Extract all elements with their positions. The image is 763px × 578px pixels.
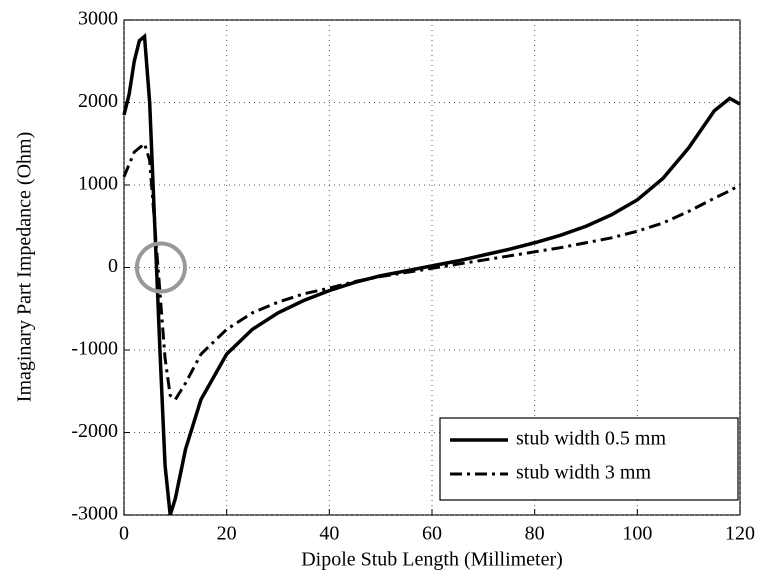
y-tick-label: -2000 bbox=[71, 420, 118, 442]
x-tick-label: 40 bbox=[319, 523, 339, 545]
x-tick-label: 100 bbox=[622, 523, 652, 545]
y-tick-label: 2000 bbox=[78, 90, 118, 112]
x-tick-label: 20 bbox=[217, 523, 237, 545]
legend-box bbox=[439, 417, 739, 501]
x-tick-label: 120 bbox=[725, 523, 755, 545]
x-tick-label: 60 bbox=[422, 523, 442, 545]
y-tick-label: -3000 bbox=[71, 503, 118, 525]
x-tick-label: 80 bbox=[525, 523, 545, 545]
y-tick-label: -1000 bbox=[71, 338, 118, 360]
highlight-circle bbox=[134, 241, 187, 294]
x-tick-label: 0 bbox=[119, 523, 129, 545]
y-tick-label: 3000 bbox=[78, 8, 118, 30]
y-tick-label: 0 bbox=[108, 255, 118, 277]
x-axis-label: Dipole Stub Length (Millimeter) bbox=[301, 549, 563, 571]
y-axis-label: Imaginary Part Impedance (Ohm) bbox=[14, 132, 36, 402]
series-line bbox=[122, 141, 741, 402]
legend-label: stub width 3 mm bbox=[516, 462, 651, 484]
legend-label: stub width 0.5 mm bbox=[516, 428, 666, 450]
y-tick-label: 1000 bbox=[78, 173, 118, 195]
